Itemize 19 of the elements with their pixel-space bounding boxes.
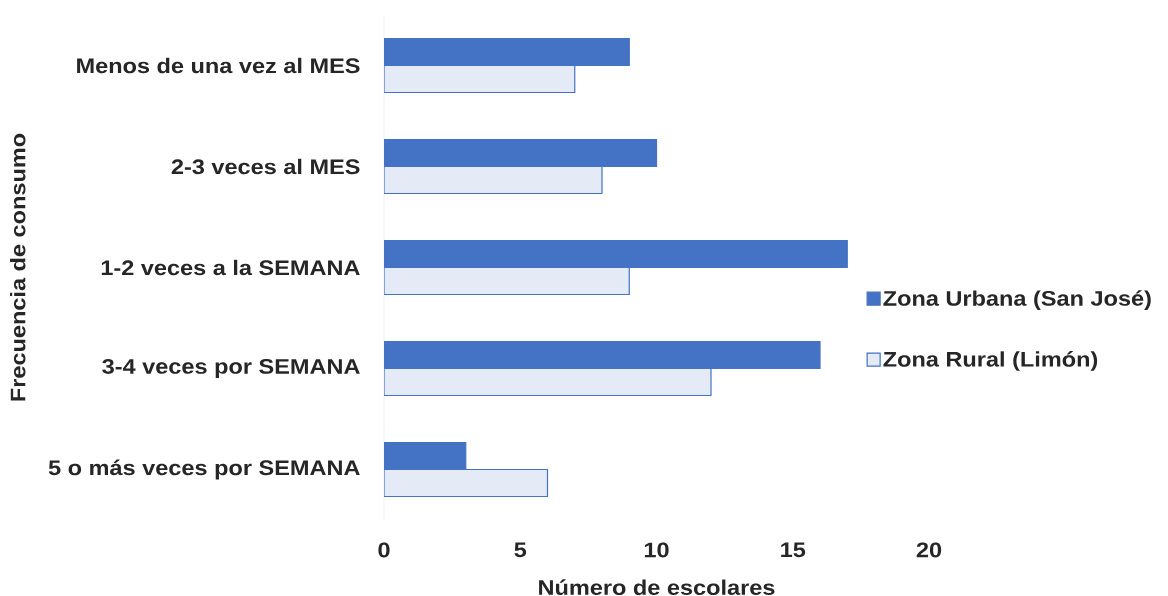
bar bbox=[384, 165, 603, 195]
x-tick-label: 20 bbox=[916, 542, 942, 558]
y-tick-label: Menos de una vez al MES bbox=[77, 57, 360, 74]
y-tick-label: 3-4 veces por SEMANA bbox=[102, 359, 360, 379]
bar bbox=[384, 468, 549, 498]
x-tick-label: 15 bbox=[781, 542, 806, 558]
x-axis-title: Número de escolares bbox=[539, 579, 775, 595]
y-tick-label: 5 o más veces por SEMANA bbox=[48, 459, 360, 480]
x-tick-label: 10 bbox=[644, 542, 669, 558]
bar bbox=[384, 64, 576, 94]
y-tick-label: 1-2 veces a la SEMANA bbox=[101, 259, 360, 276]
bar bbox=[384, 266, 630, 296]
y-axis-title: Frecuencia de consumo bbox=[10, 133, 26, 401]
legend-label: Zona Urbana (San José) bbox=[883, 290, 1151, 310]
x-tick-label: 5 bbox=[514, 542, 527, 558]
legend-label: Zona Rural (Limón) bbox=[883, 351, 1098, 371]
x-tick-label: 0 bbox=[378, 542, 390, 558]
y-tick-label: 2-3 veces al MES bbox=[171, 158, 360, 175]
bar bbox=[384, 367, 712, 397]
